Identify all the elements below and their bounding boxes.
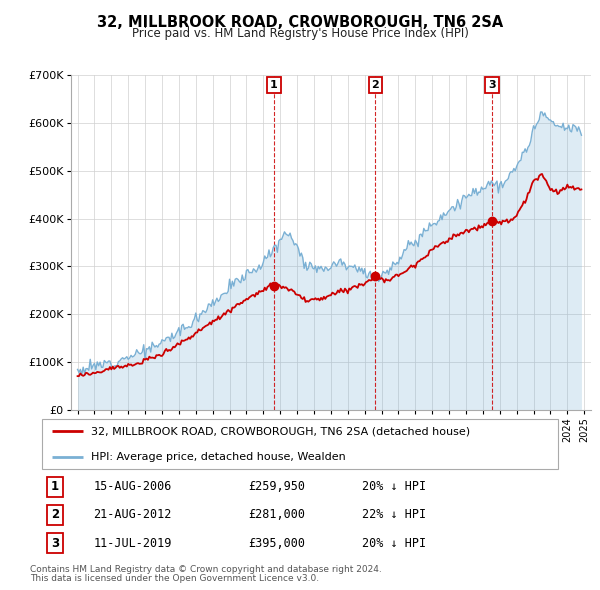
Text: 15-AUG-2006: 15-AUG-2006 [94,480,172,493]
Text: 1: 1 [270,80,278,90]
Text: £281,000: £281,000 [248,508,305,522]
Text: This data is licensed under the Open Government Licence v3.0.: This data is licensed under the Open Gov… [30,574,319,583]
Text: £395,000: £395,000 [248,536,305,549]
Text: £259,950: £259,950 [248,480,305,493]
Text: 32, MILLBROOK ROAD, CROWBOROUGH, TN6 2SA: 32, MILLBROOK ROAD, CROWBOROUGH, TN6 2SA [97,15,503,30]
Text: HPI: Average price, detached house, Wealden: HPI: Average price, detached house, Weal… [91,451,346,461]
Text: Contains HM Land Registry data © Crown copyright and database right 2024.: Contains HM Land Registry data © Crown c… [30,565,382,573]
Text: 20% ↓ HPI: 20% ↓ HPI [362,480,426,493]
Text: 20% ↓ HPI: 20% ↓ HPI [362,536,426,549]
Text: 32, MILLBROOK ROAD, CROWBOROUGH, TN6 2SA (detached house): 32, MILLBROOK ROAD, CROWBOROUGH, TN6 2SA… [91,427,470,437]
Text: 11-JUL-2019: 11-JUL-2019 [94,536,172,549]
Text: 2: 2 [51,508,59,522]
Text: 2: 2 [371,80,379,90]
Text: 21-AUG-2012: 21-AUG-2012 [94,508,172,522]
FancyBboxPatch shape [42,419,558,469]
Text: 3: 3 [51,536,59,549]
Text: 3: 3 [488,80,496,90]
Text: Price paid vs. HM Land Registry's House Price Index (HPI): Price paid vs. HM Land Registry's House … [131,27,469,40]
Text: 22% ↓ HPI: 22% ↓ HPI [362,508,426,522]
Text: 1: 1 [51,480,59,493]
